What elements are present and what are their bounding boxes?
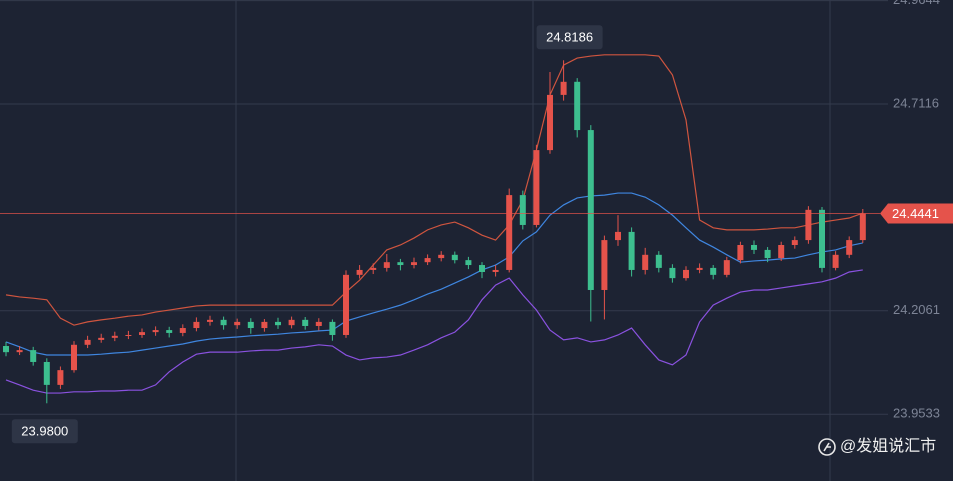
candle-body — [859, 213, 866, 241]
last-price-label: 24.4441 — [892, 206, 939, 221]
candle-body — [451, 254, 458, 261]
candle-body — [465, 260, 472, 266]
bands — [5, 54, 864, 394]
candle-body — [574, 81, 581, 131]
candle-body — [329, 321, 336, 335]
candle-body — [30, 350, 37, 362]
candle-body — [710, 267, 717, 275]
candle-body — [601, 240, 608, 290]
candle-body — [315, 321, 322, 326]
candle-body — [111, 335, 118, 338]
candle-body — [139, 332, 145, 335]
candle-body — [547, 94, 553, 151]
candle-body — [383, 262, 390, 268]
candle-body — [179, 328, 186, 333]
y-tick-label: 24.2061 — [893, 302, 940, 317]
band-line — [5, 269, 863, 394]
candle-body — [98, 337, 105, 340]
candle-body — [57, 370, 64, 385]
watermark: @发姐说汇市 — [818, 437, 936, 456]
band-line — [5, 54, 864, 326]
candle-body — [125, 334, 132, 336]
watermark-text: @发姐说汇市 — [840, 437, 936, 455]
candle-body — [247, 321, 254, 329]
candle-body — [587, 130, 594, 290]
candle-body — [805, 209, 812, 241]
candle-body — [356, 269, 363, 275]
min-label: 23.9800 — [21, 424, 68, 439]
candle-body — [84, 339, 91, 345]
candle-body — [424, 258, 431, 263]
candle-body — [302, 319, 309, 326]
overlay: 24.4441 24.8186 23.9800 — [0, 25, 953, 444]
candle-body — [234, 321, 241, 326]
candle-body — [628, 231, 635, 270]
candle-body — [683, 269, 689, 279]
candle-body — [723, 260, 730, 275]
candle-body — [343, 274, 349, 335]
watermark-logo — [818, 438, 836, 456]
candle-body — [43, 361, 50, 385]
candle-body — [846, 240, 853, 255]
candle-body — [615, 231, 621, 241]
y-tick-label: 23.9533 — [893, 406, 940, 421]
candle-body — [533, 150, 540, 225]
band-line — [5, 192, 863, 356]
candle-body — [737, 244, 744, 261]
y-tick-label: 24.7116 — [893, 95, 939, 110]
last-price-tag — [880, 203, 953, 224]
min-label-box — [11, 419, 78, 444]
candle-body — [479, 265, 485, 272]
candle-body — [832, 254, 839, 268]
candle-body — [696, 267, 703, 270]
candle-body — [791, 240, 798, 245]
candle-body — [655, 254, 662, 268]
candle-body — [560, 81, 567, 95]
candle-body — [751, 244, 757, 250]
candle-body — [16, 350, 23, 353]
candle-body — [261, 321, 268, 329]
candle-body — [166, 330, 173, 333]
candle-body — [778, 244, 785, 259]
candle-body — [438, 254, 445, 259]
candle-body — [764, 249, 771, 259]
candle-body — [152, 330, 159, 333]
candle-body — [411, 262, 417, 266]
candle-body — [519, 195, 526, 225]
watermark-logo-mark — [823, 442, 831, 452]
candle-body — [506, 195, 513, 270]
candle-body — [669, 267, 676, 279]
grid: 23.9533 24.2061 24.7116 24.9644 — [0, 0, 940, 421]
candle-body — [3, 346, 9, 353]
candle-body — [492, 269, 499, 272]
candle-body — [275, 321, 281, 326]
candle-body — [288, 319, 295, 326]
candle-body — [397, 262, 404, 266]
max-label: 24.8186 — [546, 30, 593, 45]
candle-body — [819, 209, 825, 268]
candle-body — [207, 319, 213, 322]
candle-body — [642, 254, 649, 270]
candle-body — [220, 319, 227, 326]
candle-body — [71, 344, 77, 371]
candle-body — [370, 267, 377, 270]
candle-body — [193, 321, 200, 329]
max-label-box — [536, 25, 603, 50]
y-tick-label: 24.9644 — [893, 0, 940, 7]
candles — [3, 60, 866, 404]
